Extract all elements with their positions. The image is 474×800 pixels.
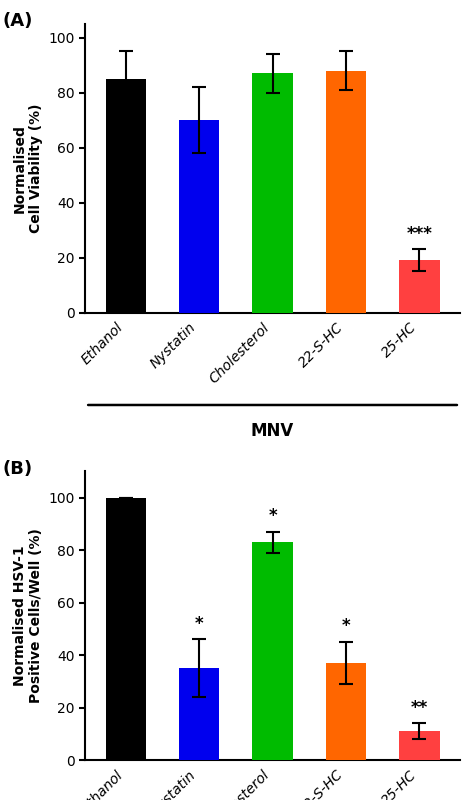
Bar [399,260,439,313]
Y-axis label: Normalised HSV-1
Positive Cells/Well (%): Normalised HSV-1 Positive Cells/Well (%) [13,528,43,703]
Text: (B): (B) [3,460,33,478]
Bar [106,498,146,760]
Text: *: * [342,618,350,635]
Text: (A): (A) [3,13,33,30]
Bar [326,70,366,313]
Text: ***: *** [407,225,432,242]
Bar [326,663,366,760]
Bar [179,668,219,760]
Text: **: ** [411,698,428,717]
Bar [252,542,293,760]
Text: *: * [268,507,277,525]
Text: *: * [195,614,203,633]
Y-axis label: Normalised
Cell Viability (%): Normalised Cell Viability (%) [13,103,43,233]
Bar [399,731,439,760]
Bar [179,120,219,313]
Bar [106,79,146,313]
Bar [252,74,293,313]
Text: MNV: MNV [251,422,294,440]
